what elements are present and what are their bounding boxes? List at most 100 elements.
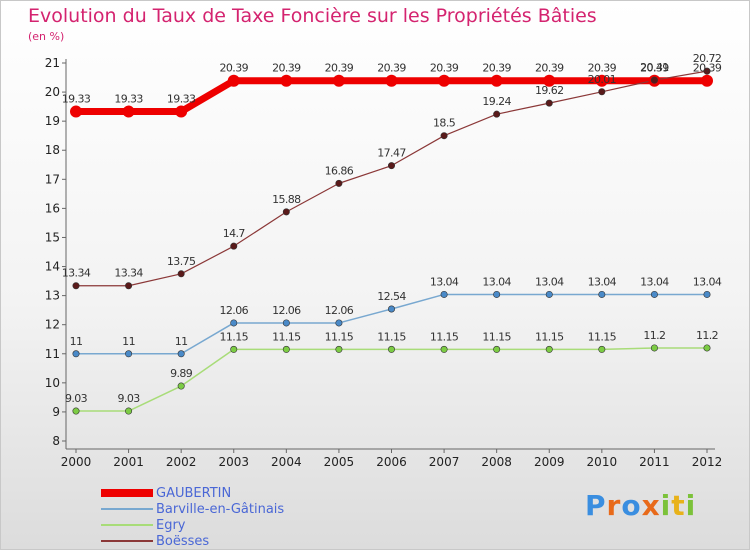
data-label: 9.03 bbox=[118, 392, 141, 405]
data-point bbox=[703, 67, 711, 75]
legend-label: Barville-en-Gâtinais bbox=[156, 501, 285, 517]
data-label: 13.04 bbox=[482, 275, 511, 288]
data-label: 11.15 bbox=[220, 330, 249, 343]
data-point bbox=[282, 345, 290, 353]
x-tick-label: 2012 bbox=[692, 455, 723, 469]
series-line-1 bbox=[75, 293, 708, 355]
data-label: 12.54 bbox=[377, 290, 406, 303]
data-point bbox=[177, 350, 185, 358]
logo-letter: t bbox=[671, 489, 686, 522]
data-point bbox=[545, 290, 553, 298]
legend-item: Boësses bbox=[101, 533, 284, 549]
data-point bbox=[701, 74, 713, 87]
data-point bbox=[280, 74, 293, 87]
data-point bbox=[703, 290, 711, 298]
logo-letter: x bbox=[641, 489, 661, 522]
data-point bbox=[72, 350, 80, 358]
legend-item: Barville-en-Gâtinais bbox=[101, 501, 284, 517]
data-label: 11.15 bbox=[430, 330, 459, 343]
data-label: 11.15 bbox=[272, 330, 301, 343]
y-tick-label: 9 bbox=[52, 405, 60, 419]
data-label: 13.34 bbox=[114, 267, 143, 280]
data-point bbox=[125, 407, 133, 415]
data-point bbox=[440, 132, 448, 140]
data-label: 16.86 bbox=[325, 164, 354, 177]
y-tick-label: 14 bbox=[45, 260, 60, 274]
unit-label: (en %) bbox=[28, 30, 65, 43]
legend-label: Egry bbox=[156, 517, 186, 533]
data-label: 20.01 bbox=[588, 73, 617, 86]
data-point bbox=[332, 74, 345, 87]
data-point bbox=[493, 110, 501, 118]
data-point bbox=[595, 74, 608, 87]
data-point bbox=[440, 290, 448, 298]
data-label: 20.39 bbox=[430, 62, 459, 75]
data-point bbox=[230, 345, 238, 353]
data-point bbox=[543, 74, 556, 87]
data-label: 9.03 bbox=[65, 392, 88, 405]
y-tick-label: 8 bbox=[52, 434, 60, 448]
data-point bbox=[72, 282, 80, 290]
data-label: 17.47 bbox=[377, 147, 406, 160]
logo-letter: P bbox=[585, 489, 607, 522]
series-lines bbox=[72, 70, 711, 412]
legend-swatch bbox=[101, 540, 153, 542]
data-point bbox=[122, 105, 135, 118]
y-tick-label: 15 bbox=[45, 230, 60, 244]
y-tick-label: 21 bbox=[45, 56, 60, 70]
data-label: 20.39 bbox=[272, 62, 301, 75]
data-point bbox=[230, 319, 238, 327]
y-tick-label: 20 bbox=[45, 85, 60, 99]
data-label: 13.04 bbox=[535, 275, 564, 288]
x-tick-label: 2000 bbox=[61, 455, 92, 469]
data-label: 11 bbox=[122, 335, 135, 348]
data-label: 19.24 bbox=[482, 95, 511, 108]
data-label: 20.39 bbox=[482, 62, 511, 75]
y-tick-label: 17 bbox=[45, 172, 60, 186]
legend-item: Egry bbox=[101, 517, 284, 533]
data-point bbox=[650, 76, 658, 84]
x-tick-label: 2006 bbox=[376, 455, 407, 469]
data-point bbox=[335, 319, 343, 327]
logo-letter: i bbox=[660, 489, 672, 522]
data-label: 11.15 bbox=[377, 330, 406, 343]
logo-letter: o bbox=[621, 489, 642, 522]
x-tick-label: 2011 bbox=[639, 455, 670, 469]
logo-letter: i bbox=[685, 489, 697, 522]
x-tick-label: 2001 bbox=[113, 455, 144, 469]
legend-label: Boësses bbox=[156, 533, 210, 549]
legend-swatch bbox=[101, 524, 153, 526]
data-point bbox=[650, 290, 658, 298]
logo-letter: r bbox=[606, 489, 622, 522]
data-label: 13.04 bbox=[640, 275, 669, 288]
y-tick-label: 16 bbox=[45, 201, 60, 215]
data-label: 13.04 bbox=[588, 275, 617, 288]
data-label: 19.33 bbox=[167, 93, 196, 106]
y-tick-label: 13 bbox=[45, 289, 60, 303]
legend-swatch bbox=[101, 489, 153, 497]
data-label: 13.75 bbox=[167, 255, 196, 268]
data-point bbox=[545, 345, 553, 353]
data-label: 20.39 bbox=[640, 62, 669, 75]
legend: GAUBERTIN Barville-en-Gâtinais Egry Boësses bbox=[101, 485, 284, 549]
data-point bbox=[177, 270, 185, 278]
proxiti-logo: Proxiti bbox=[585, 489, 696, 522]
x-tick-label: 2005 bbox=[324, 455, 355, 469]
data-label: 20.39 bbox=[325, 62, 354, 75]
x-tick-label: 2010 bbox=[587, 455, 618, 469]
data-point bbox=[598, 290, 606, 298]
data-point bbox=[545, 99, 553, 107]
data-labels: 19.33 19.33 19.33 20.39 20.39 20.39 20.39 20.39… bbox=[62, 52, 723, 405]
data-label: 20.39 bbox=[377, 62, 406, 75]
data-label: 11.2 bbox=[696, 329, 718, 342]
data-point bbox=[490, 74, 503, 87]
data-label: 20.39 bbox=[588, 62, 617, 75]
x-tick-label: 2007 bbox=[429, 455, 460, 469]
y-tick-label: 10 bbox=[45, 376, 60, 390]
data-label: 19.33 bbox=[114, 93, 143, 106]
data-label: 14.7 bbox=[223, 227, 246, 240]
data-label: 20.39 bbox=[535, 62, 564, 75]
y-tick-label: 12 bbox=[45, 318, 60, 332]
data-label: 20.41 bbox=[640, 61, 669, 74]
